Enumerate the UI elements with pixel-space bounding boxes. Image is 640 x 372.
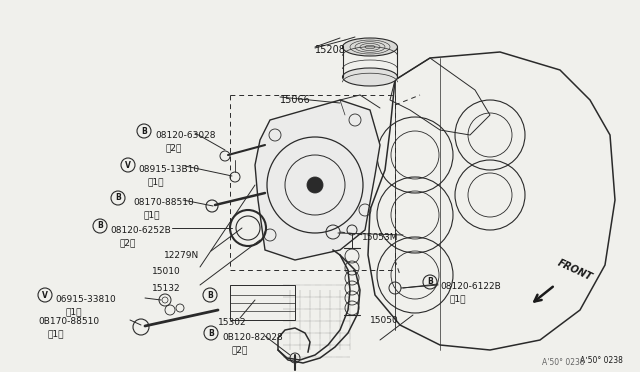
Text: A'50° 0238: A'50° 0238: [542, 358, 585, 367]
Text: 15302: 15302: [218, 318, 246, 327]
Text: 06915-33810: 06915-33810: [55, 295, 116, 304]
Text: （1）: （1）: [48, 329, 65, 338]
Text: （1）: （1）: [143, 210, 159, 219]
Text: 15010: 15010: [152, 267, 180, 276]
Text: 15066: 15066: [280, 95, 311, 105]
Ellipse shape: [342, 38, 397, 56]
Text: 08120-6252B: 08120-6252B: [110, 226, 171, 235]
Text: （1）: （1）: [65, 307, 81, 316]
Text: 0B120-82028: 0B120-82028: [222, 333, 283, 342]
Text: 08120-6122B: 08120-6122B: [440, 282, 500, 291]
Text: （1）: （1）: [148, 177, 164, 186]
Text: B: B: [115, 193, 121, 202]
Text: B: B: [427, 278, 433, 286]
Circle shape: [307, 177, 323, 193]
Text: V: V: [42, 291, 48, 299]
Text: Aʼ50° 0238: Aʼ50° 0238: [580, 356, 623, 365]
Text: （2）: （2）: [232, 345, 248, 354]
Text: （2）: （2）: [120, 238, 136, 247]
Text: 12279N: 12279N: [164, 251, 199, 260]
Text: B: B: [97, 221, 103, 231]
Polygon shape: [255, 100, 380, 260]
Text: 08170-88510: 08170-88510: [133, 198, 194, 207]
Text: 08915-13B10: 08915-13B10: [138, 165, 199, 174]
Text: （1）: （1）: [450, 294, 467, 303]
Text: 0B170-88510: 0B170-88510: [38, 317, 99, 326]
Text: 15208: 15208: [315, 45, 346, 55]
Text: 15132: 15132: [152, 284, 180, 293]
Text: B: B: [141, 126, 147, 135]
Ellipse shape: [342, 68, 397, 86]
Text: 15053M: 15053M: [362, 233, 399, 242]
Text: B: B: [207, 291, 213, 299]
Text: B: B: [208, 328, 214, 337]
Text: （2）: （2）: [165, 143, 181, 152]
Text: FRONT: FRONT: [556, 258, 594, 283]
Text: V: V: [125, 160, 131, 170]
Text: 15050: 15050: [370, 316, 399, 325]
Text: 08120-63028: 08120-63028: [155, 131, 216, 140]
